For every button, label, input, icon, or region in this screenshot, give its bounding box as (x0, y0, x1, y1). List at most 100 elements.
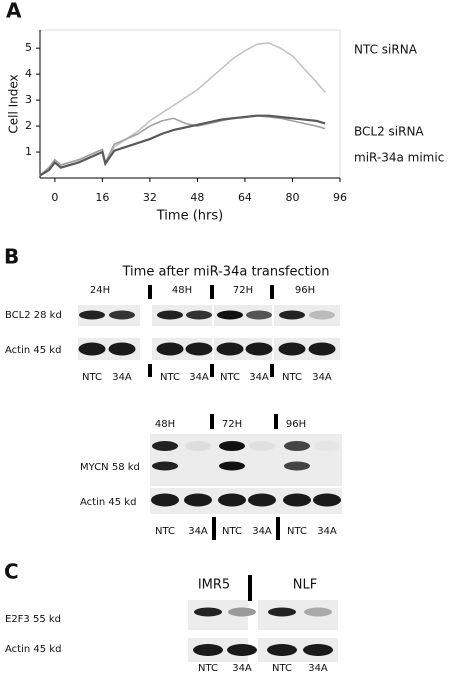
band (108, 342, 136, 356)
band (151, 493, 179, 507)
band (185, 342, 213, 356)
band (267, 644, 297, 656)
blot-label: NLF (293, 578, 317, 593)
band (308, 342, 336, 356)
band (79, 310, 105, 320)
x-tick-label: 96 (333, 191, 347, 204)
blot-strip (78, 305, 140, 326)
y-axis-label: Cell Index (7, 74, 21, 133)
blot-label: 34A (232, 663, 252, 674)
panel-label: C (4, 560, 19, 584)
band (194, 607, 222, 617)
band (152, 441, 178, 451)
blot-label: 72H (222, 419, 242, 430)
band (218, 493, 246, 507)
band (303, 644, 333, 656)
legend-label: miR-34a mimic (354, 151, 444, 165)
blot-label: 72H (233, 285, 253, 296)
blot-label: 34A (112, 372, 132, 383)
blot-label: 96H (286, 419, 306, 430)
separator (270, 285, 274, 299)
blot-label: 34A (317, 526, 337, 537)
band (193, 644, 223, 656)
band (185, 441, 211, 451)
separator (212, 517, 216, 540)
blot-label: 48H (172, 285, 192, 296)
blot-label: BCL2 28 kd (5, 310, 62, 321)
data-line (39, 42, 326, 177)
blot-label: NTC (220, 372, 240, 383)
separator (210, 364, 214, 377)
blot-label: MYCN 58 kd (80, 462, 140, 473)
band (278, 342, 306, 356)
data-line (39, 114, 326, 177)
band (217, 310, 243, 320)
blot-label: NTC (155, 526, 175, 537)
band (268, 607, 296, 617)
x-tick-label: 48 (190, 191, 204, 204)
blot-label: E2F3 55 kd (5, 614, 61, 625)
band (249, 441, 275, 451)
y-tick-label: 5 (25, 41, 32, 54)
band (156, 342, 184, 356)
blot-label: 34A (312, 372, 332, 383)
x-tick-label: 32 (143, 191, 157, 204)
separator (274, 414, 278, 429)
blot-label: IMR5 (198, 578, 230, 593)
blot-strip (274, 305, 340, 326)
blot-label: Actin 45 kd (5, 345, 61, 356)
band (216, 342, 244, 356)
blot-label: NTC (198, 663, 218, 674)
band (248, 493, 276, 507)
blot-label: NTC (82, 372, 102, 383)
band (284, 441, 310, 451)
band (228, 607, 256, 617)
x-tick-label: 0 (51, 191, 58, 204)
blot-label: 34A (308, 663, 328, 674)
y-tick-label: 1 (25, 145, 32, 158)
band (184, 493, 212, 507)
band (309, 310, 335, 320)
separator (148, 285, 152, 299)
band (186, 310, 212, 320)
blot-label: NTC (282, 372, 302, 383)
separator (248, 575, 252, 601)
band (284, 461, 310, 471)
band (227, 644, 257, 656)
blot-strip (150, 434, 342, 486)
separator (210, 285, 214, 299)
band (152, 461, 178, 471)
blot-label: 34A (188, 526, 208, 537)
blot-label: 34A (252, 526, 272, 537)
x-tick-label: 80 (285, 191, 299, 204)
separator (276, 517, 280, 540)
y-tick-label: 2 (25, 119, 32, 132)
band (246, 310, 272, 320)
band (313, 493, 341, 507)
blot-label: 34A (189, 372, 209, 383)
plot-frame (39, 29, 341, 179)
band (245, 342, 273, 356)
blot-label: 24H (90, 285, 110, 296)
separator (148, 364, 152, 377)
band (314, 441, 340, 451)
panel-label: B (4, 245, 19, 269)
separator (270, 364, 274, 377)
band (157, 310, 183, 320)
legend-label: BCL2 siRNA (354, 125, 424, 139)
legend-label: NTC siRNA (354, 43, 418, 57)
x-axis-label: Time (hrs) (156, 209, 223, 224)
separator (210, 414, 214, 429)
blot-label: NTC (222, 526, 242, 537)
blot-label: NTC (160, 372, 180, 383)
blot-strip (214, 305, 272, 326)
y-tick-label: 3 (25, 93, 32, 106)
blot-label: 96H (295, 285, 315, 296)
blot-label: 34A (249, 372, 269, 383)
blot-title: Time after miR-34a transfection (122, 265, 330, 280)
data-line (39, 114, 326, 177)
band (219, 461, 245, 471)
band (78, 342, 106, 356)
x-tick-label: 64 (238, 191, 252, 204)
